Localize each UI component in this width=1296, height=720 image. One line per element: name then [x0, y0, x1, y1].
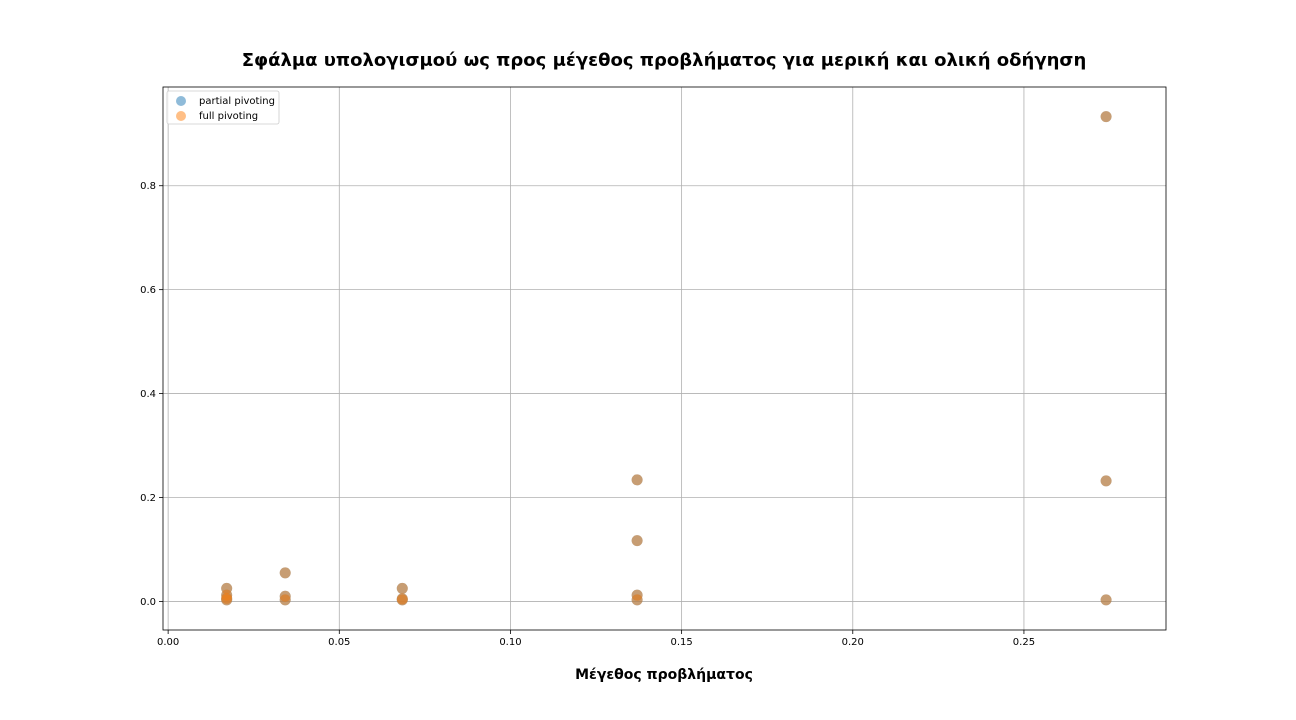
- data-point-full-pivoting: [1100, 594, 1112, 606]
- legend-label-partial-pivoting: partial pivoting: [199, 96, 275, 107]
- x-tick-label: 0.25: [1013, 637, 1035, 648]
- data-point-full-pivoting: [631, 594, 643, 606]
- y-tick-label: 0.2: [140, 493, 156, 504]
- data-point-full-pivoting: [1100, 475, 1112, 487]
- legend-box: [166, 90, 280, 125]
- x-tick-label: 0.00: [157, 637, 179, 648]
- data-points: [221, 111, 1112, 606]
- axis-ticks: 0.00 0.05 0.10 0.15 0.20 0.25 0.0 0.2 0.4 0.6 0.8: [140, 181, 1035, 648]
- data-point-full-pivoting: [221, 594, 233, 606]
- chart-title: Σφάλμα υπολογισμού ως προς μέγεθος προβλ…: [242, 50, 1087, 71]
- x-tick-label: 0.20: [842, 637, 864, 648]
- data-point-full-pivoting: [396, 594, 408, 606]
- data-point-full-pivoting: [396, 582, 408, 594]
- x-tick-label: 0.15: [670, 637, 692, 648]
- legend-marker-partial-pivoting: [176, 96, 186, 106]
- data-point-full-pivoting: [1100, 111, 1112, 123]
- grid: [163, 87, 1166, 630]
- x-tick-label: 0.05: [328, 637, 350, 648]
- data-point-full-pivoting: [631, 535, 643, 547]
- y-tick-label: 0.6: [140, 285, 156, 296]
- data-point-full-pivoting: [279, 567, 291, 579]
- y-tick-label: 0.0: [140, 597, 156, 608]
- y-tick-label: 0.4: [140, 389, 156, 400]
- x-axis-label: Μέγεθος προβλήματος: [575, 667, 753, 683]
- data-point-full-pivoting: [631, 474, 643, 486]
- legend: partial pivoting full pivoting: [166, 90, 280, 125]
- legend-label-full-pivoting: full pivoting: [199, 111, 258, 122]
- legend-marker-full-pivoting: [176, 111, 186, 121]
- y-tick-label: 0.8: [140, 181, 156, 192]
- plot-area-frame: [162, 86, 1167, 631]
- data-point-full-pivoting: [279, 594, 291, 606]
- x-tick-label: 0.10: [499, 637, 521, 648]
